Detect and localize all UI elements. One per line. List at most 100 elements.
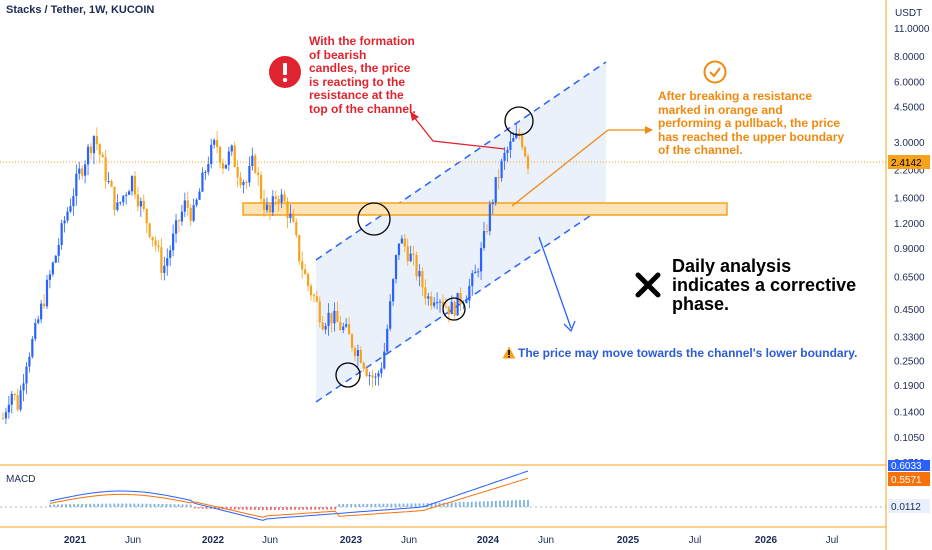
- candle-body: [216, 140, 219, 148]
- candle-body: [72, 196, 75, 207]
- candle-body: [523, 147, 527, 157]
- candle-body: [503, 152, 506, 161]
- candle-body: [397, 243, 401, 256]
- candle-body: [13, 393, 16, 396]
- time-tick: 2026: [755, 535, 778, 546]
- candle-body: [128, 191, 131, 195]
- price-tick: 1.6000: [894, 194, 925, 205]
- macd-bar: [185, 504, 188, 507]
- candle-body: [257, 172, 260, 176]
- macd-bar: [482, 501, 485, 507]
- macd-bar: [81, 503, 84, 507]
- blue-arrow-head: [563, 320, 576, 333]
- macd-bar: [478, 501, 481, 507]
- time-tick: Jul: [826, 535, 839, 546]
- candle-body: [485, 231, 489, 233]
- candle-body: [78, 168, 81, 174]
- candle-body: [10, 393, 13, 405]
- candle-body: [107, 180, 110, 182]
- macd-bar: [274, 507, 276, 510]
- candle-body: [365, 368, 368, 377]
- macd-bar: [253, 507, 256, 510]
- candle-body: [95, 136, 98, 145]
- candle-body: [145, 208, 148, 224]
- macd-bar: [466, 501, 469, 507]
- macd-bar: [93, 503, 96, 507]
- note-line: top of the channel.: [309, 101, 416, 116]
- candle-body: [198, 191, 201, 200]
- candle-body: [260, 175, 263, 199]
- macd-value-2: 0.0112: [891, 502, 921, 513]
- macd-bar: [422, 503, 425, 507]
- macd-bar: [233, 507, 236, 510]
- candle-body: [309, 285, 313, 296]
- candle-body: [230, 145, 233, 152]
- candle-body: [48, 274, 52, 280]
- macd-bar: [458, 502, 461, 507]
- note-line: resistance at the: [309, 88, 404, 102]
- check-circle-icon: [703, 60, 727, 84]
- candle-body: [315, 296, 318, 302]
- candle-body: [512, 138, 515, 142]
- candle-body: [362, 362, 365, 369]
- candle-body: [494, 177, 497, 203]
- macd-bar: [73, 504, 76, 507]
- macd-bar: [193, 507, 196, 509]
- macd-bar: [165, 504, 168, 507]
- candle-body: [101, 154, 104, 158]
- red-arrow: [413, 116, 506, 150]
- macd-bar: [334, 507, 337, 510]
- macd-bar: [442, 502, 445, 507]
- macd-bar: [97, 503, 100, 507]
- macd-bar: [286, 507, 288, 510]
- macd-badge-blue: [888, 460, 930, 471]
- candle-body: [213, 140, 216, 145]
- macd-bar: [430, 503, 433, 507]
- candle-body: [339, 322, 342, 331]
- candle-body: [441, 301, 445, 307]
- candle-body: [509, 141, 512, 150]
- note-line: has reached the upper boundary: [658, 129, 845, 144]
- candle-body: [98, 144, 101, 155]
- candle-body: [125, 194, 128, 196]
- candle-body: [433, 302, 436, 306]
- candle-body: [312, 295, 315, 297]
- macd-bar: [354, 503, 357, 507]
- candle-body: [391, 279, 395, 302]
- macd-badge-light: [888, 499, 930, 513]
- macd-bar: [57, 504, 59, 507]
- macd-bar: [266, 507, 268, 510]
- warning-note: The price may move towards the channel's…: [518, 346, 858, 360]
- candle-body: [19, 390, 22, 410]
- price-tick: 6.0000: [894, 77, 925, 88]
- candle-body: [22, 383, 25, 391]
- candle-body: [262, 198, 266, 210]
- macd-label: MACD: [6, 474, 35, 485]
- note-line: of bearish: [309, 47, 367, 62]
- macd-bar: [434, 502, 437, 507]
- daily-note: Daily analysis indicates a corrective ph…: [672, 257, 856, 314]
- price-axis-bg: [886, 0, 932, 550]
- blue-arrow: [538, 236, 572, 329]
- candle-body: [330, 312, 333, 324]
- candle-body: [435, 302, 439, 304]
- macd-bar: [189, 504, 192, 507]
- candle-body: [268, 204, 271, 213]
- candle-body: [60, 223, 63, 246]
- candle-body: [289, 213, 292, 219]
- macd-bar: [310, 507, 312, 510]
- candle-body: [350, 334, 354, 349]
- candle-body: [92, 136, 96, 154]
- candle-body: [488, 204, 491, 232]
- candle-body: [526, 156, 530, 169]
- candle-body: [368, 375, 371, 377]
- candle-body: [218, 147, 222, 163]
- candle-body: [283, 194, 286, 202]
- candle-body: [406, 246, 409, 262]
- macd-bar: [177, 504, 180, 507]
- candle-body: [474, 271, 477, 274]
- candle-body: [427, 296, 430, 299]
- candle-body: [277, 198, 280, 203]
- macd-bar: [378, 503, 381, 507]
